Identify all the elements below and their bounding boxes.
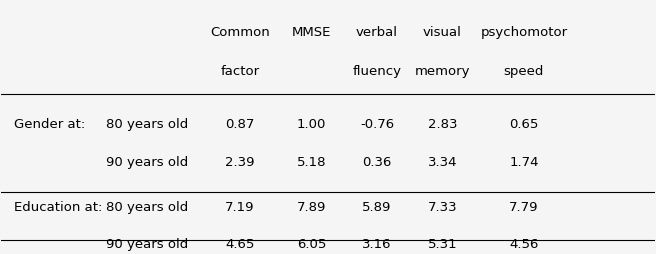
Text: 2.83: 2.83 <box>428 118 457 131</box>
Text: 2.39: 2.39 <box>225 156 255 169</box>
Text: 80 years old: 80 years old <box>106 118 188 131</box>
Text: Common: Common <box>210 26 270 39</box>
Text: psychomotor: psychomotor <box>480 26 567 39</box>
Text: visual: visual <box>423 26 462 39</box>
Text: 7.33: 7.33 <box>428 201 457 214</box>
Text: -0.76: -0.76 <box>360 118 394 131</box>
Text: 5.89: 5.89 <box>362 201 392 214</box>
Text: 7.79: 7.79 <box>509 201 539 214</box>
Text: 90 years old: 90 years old <box>106 239 188 251</box>
Text: 1.74: 1.74 <box>509 156 539 169</box>
Text: factor: factor <box>220 65 259 78</box>
Text: 1.00: 1.00 <box>297 118 326 131</box>
Text: speed: speed <box>504 65 544 78</box>
Text: 0.65: 0.65 <box>509 118 539 131</box>
Text: Education at:: Education at: <box>14 201 103 214</box>
Text: 4.65: 4.65 <box>225 239 255 251</box>
Text: 3.16: 3.16 <box>362 239 392 251</box>
Text: 0.36: 0.36 <box>362 156 392 169</box>
Text: 80 years old: 80 years old <box>106 201 188 214</box>
Text: memory: memory <box>415 65 470 78</box>
Text: fluency: fluency <box>352 65 401 78</box>
Text: 90 years old: 90 years old <box>106 156 188 169</box>
Text: Gender at:: Gender at: <box>14 118 86 131</box>
Text: 4.56: 4.56 <box>509 239 539 251</box>
Text: 0.87: 0.87 <box>225 118 255 131</box>
Text: 5.31: 5.31 <box>428 239 457 251</box>
Text: 6.05: 6.05 <box>297 239 326 251</box>
Text: 5.18: 5.18 <box>297 156 327 169</box>
Text: verbal: verbal <box>356 26 398 39</box>
Text: 3.34: 3.34 <box>428 156 457 169</box>
Text: MMSE: MMSE <box>292 26 331 39</box>
Text: 7.89: 7.89 <box>297 201 326 214</box>
Text: 7.19: 7.19 <box>225 201 255 214</box>
